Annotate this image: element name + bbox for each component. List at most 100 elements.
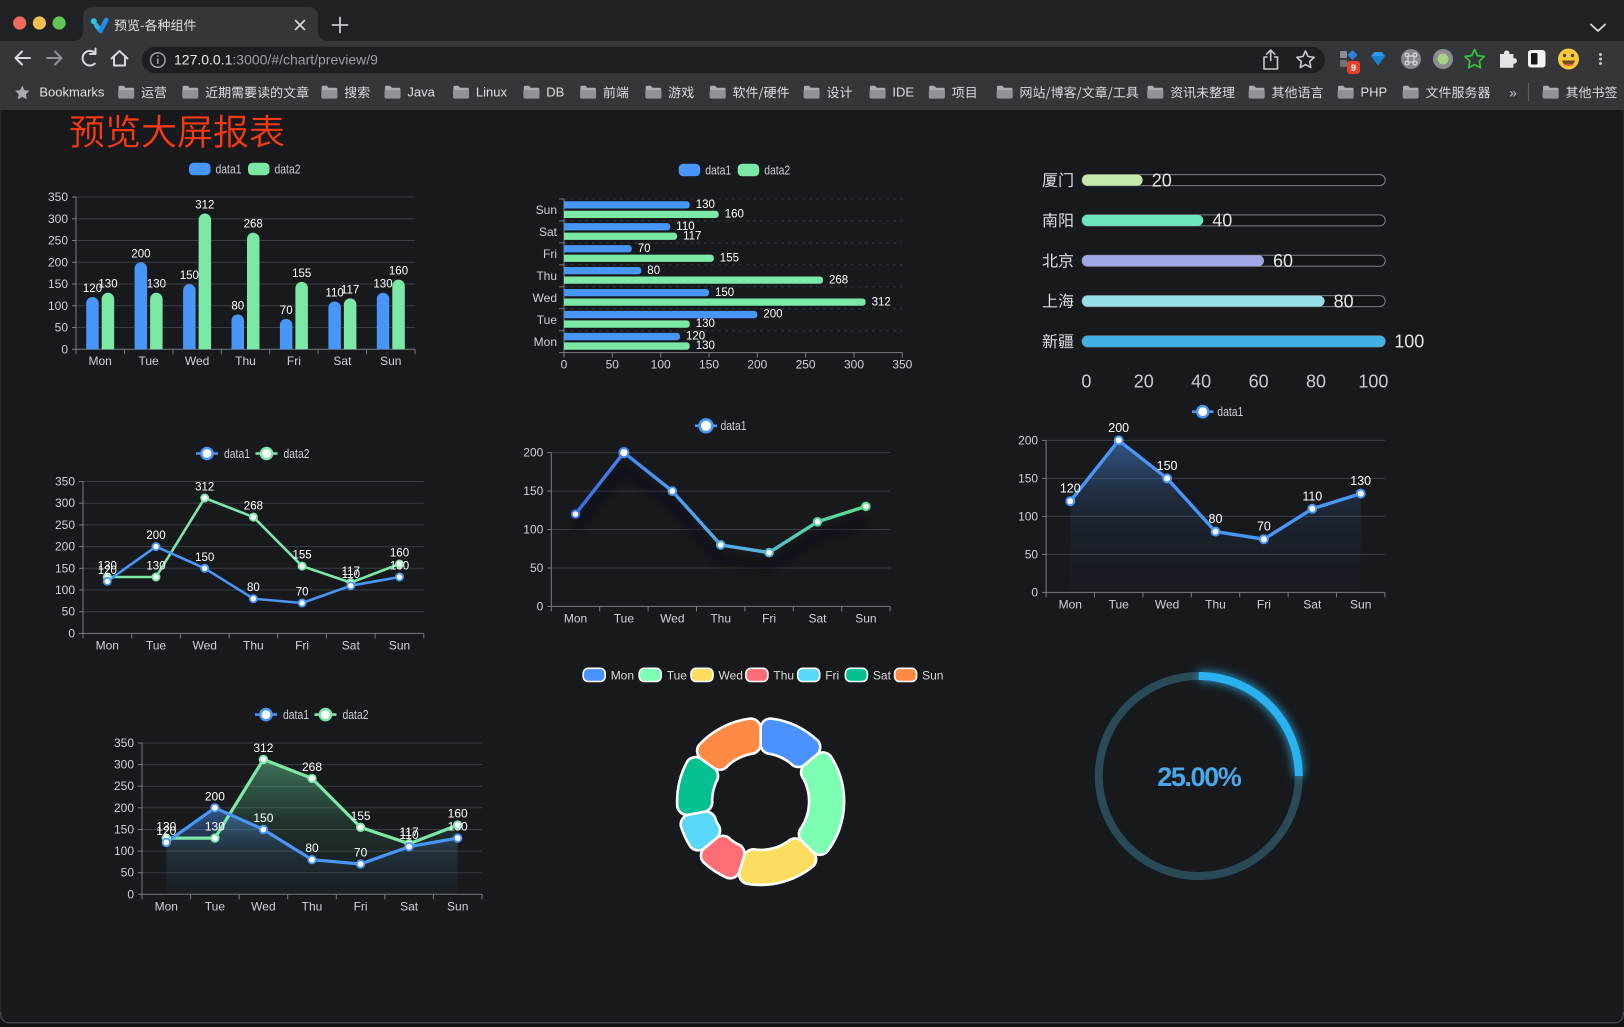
svg-text:data1: data1 (705, 163, 731, 177)
svg-text:Thu: Thu (710, 612, 731, 626)
svg-text:100: 100 (1358, 372, 1388, 392)
svg-text:80: 80 (1306, 372, 1326, 392)
svg-text:Thu: Thu (773, 668, 794, 682)
svg-text:Sun: Sun (922, 668, 943, 682)
svg-text:Fri: Fri (543, 247, 557, 261)
svg-text:Fri: Fri (354, 900, 368, 914)
svg-text:312: 312 (195, 200, 214, 212)
svg-text:100: 100 (55, 583, 75, 597)
svg-text:Tue: Tue (537, 313, 558, 327)
svg-text:150: 150 (1018, 471, 1038, 485)
svg-text:50: 50 (1025, 547, 1039, 561)
svg-text:data1: data1 (721, 419, 747, 433)
svg-text:350: 350 (55, 475, 75, 489)
svg-text:Sat: Sat (539, 225, 558, 239)
svg-text:Mon: Mon (534, 335, 557, 349)
svg-text:350: 350 (114, 736, 134, 750)
svg-text:300: 300 (55, 496, 75, 510)
svg-text:70: 70 (280, 305, 293, 317)
svg-text:268: 268 (829, 274, 848, 286)
svg-text:Thu: Thu (1205, 598, 1226, 612)
svg-text:Sun: Sun (536, 203, 557, 217)
svg-text:117: 117 (400, 825, 419, 839)
svg-text:Mon: Mon (155, 900, 178, 914)
svg-text:155: 155 (292, 268, 311, 280)
svg-text:80: 80 (647, 265, 660, 277)
svg-text:data2: data2 (764, 163, 790, 177)
svg-text:127.0.0.1:3000/#/chart/preview: 127.0.0.1:3000/#/chart/preview/9 (174, 52, 378, 68)
svg-text:0: 0 (561, 358, 568, 372)
svg-text:200: 200 (1108, 421, 1129, 435)
svg-text:Wed: Wed (251, 900, 275, 914)
svg-text:80: 80 (1334, 291, 1354, 311)
svg-text:70: 70 (1257, 520, 1271, 534)
svg-text:0: 0 (537, 599, 544, 613)
svg-text:150: 150 (715, 287, 734, 299)
svg-text:150: 150 (253, 811, 273, 825)
svg-text:150: 150 (180, 270, 199, 282)
svg-text:60: 60 (1273, 251, 1293, 271)
svg-text:300: 300 (48, 212, 68, 226)
svg-text:DB: DB (546, 85, 564, 100)
svg-text:130: 130 (1350, 474, 1371, 488)
svg-text:130: 130 (98, 561, 117, 573)
svg-text:Sun: Sun (389, 639, 410, 653)
svg-text:Thu: Thu (536, 269, 557, 283)
svg-text:Thu: Thu (243, 639, 264, 653)
svg-text:Sat: Sat (1303, 598, 1322, 612)
svg-text:130: 130 (696, 340, 715, 352)
svg-text:Fri: Fri (287, 354, 301, 368)
svg-text:Thu: Thu (302, 900, 323, 914)
svg-text:Bookmarks: Bookmarks (39, 85, 105, 100)
svg-text:Mon: Mon (89, 354, 112, 368)
svg-text:0: 0 (1031, 585, 1038, 599)
svg-text:Tue: Tue (205, 900, 226, 914)
svg-text:150: 150 (523, 484, 543, 498)
svg-text:IDE: IDE (892, 85, 914, 100)
svg-text:Wed: Wed (660, 612, 684, 626)
svg-text:120: 120 (156, 824, 176, 838)
svg-text:Wed: Wed (185, 354, 209, 368)
svg-text:Sun: Sun (447, 900, 468, 914)
svg-text:Sat: Sat (342, 639, 361, 653)
svg-text:100: 100 (114, 844, 134, 858)
svg-text:300: 300 (844, 358, 864, 372)
svg-text:110: 110 (325, 287, 343, 299)
svg-text:268: 268 (302, 760, 322, 774)
svg-text:50: 50 (62, 605, 76, 619)
svg-text:120: 120 (83, 283, 102, 295)
svg-text:50: 50 (55, 321, 69, 335)
svg-text:250: 250 (114, 779, 134, 793)
svg-text:25.00%: 25.00% (1157, 762, 1242, 792)
svg-text:200: 200 (55, 540, 75, 554)
svg-text:155: 155 (293, 550, 312, 562)
svg-text:150: 150 (114, 823, 134, 837)
svg-text:Wed: Wed (192, 639, 216, 653)
svg-text:312: 312 (195, 482, 214, 494)
svg-text:200: 200 (205, 789, 225, 803)
svg-text:160: 160 (448, 807, 468, 821)
svg-text:9: 9 (1351, 63, 1356, 74)
svg-text:117: 117 (683, 230, 701, 242)
svg-text:100: 100 (48, 299, 68, 313)
svg-text:117: 117 (342, 566, 360, 578)
svg-text:data1: data1 (1217, 405, 1243, 419)
svg-text:Tue: Tue (667, 668, 688, 682)
svg-text:Tue: Tue (1109, 598, 1130, 612)
svg-text:130: 130 (373, 279, 392, 291)
svg-text:Tue: Tue (138, 354, 159, 368)
svg-text:Wed: Wed (533, 291, 557, 305)
svg-text:80: 80 (305, 841, 319, 855)
svg-text:200: 200 (523, 446, 543, 460)
svg-text:120: 120 (1060, 482, 1081, 496)
svg-text:130: 130 (448, 820, 468, 834)
svg-text:Thu: Thu (235, 354, 256, 368)
svg-text:Wed: Wed (719, 668, 743, 682)
svg-text:200: 200 (131, 248, 150, 260)
svg-text:Mon: Mon (96, 639, 119, 653)
svg-text:Mon: Mon (564, 612, 587, 626)
svg-text:200: 200 (146, 530, 165, 542)
svg-text:250: 250 (48, 234, 68, 248)
svg-text:160: 160 (389, 266, 408, 278)
svg-text:0: 0 (61, 342, 68, 356)
